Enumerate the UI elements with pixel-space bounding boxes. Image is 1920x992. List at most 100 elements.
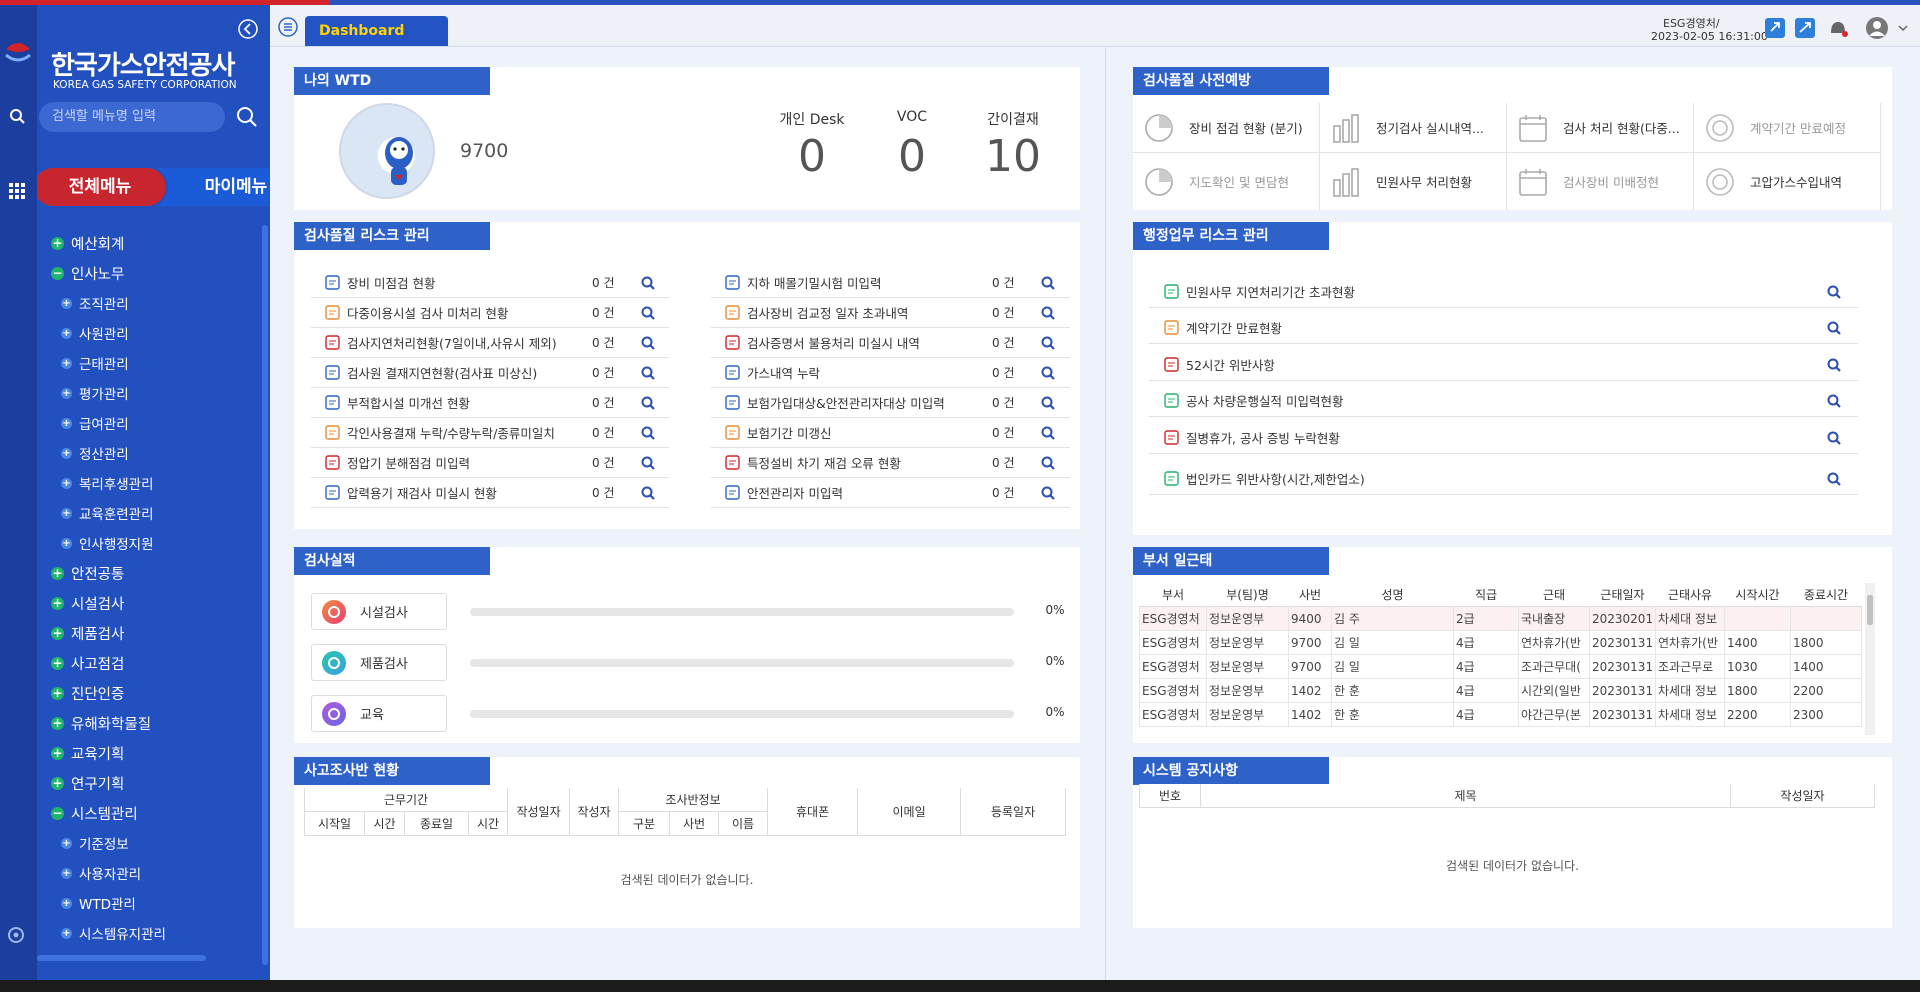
search-button[interactable] — [640, 335, 656, 351]
submenu-icon: + — [61, 447, 72, 459]
header-icons[interactable] — [1765, 15, 1920, 41]
attendance-cell: 한 훈 — [1331, 678, 1454, 703]
menu-item[interactable]: − 시스템관리 — [51, 798, 138, 828]
search-button[interactable] — [640, 485, 656, 501]
menu-item[interactable]: + 진단인증 — [51, 678, 124, 708]
submenu-item[interactable]: + WTD관리 — [61, 888, 136, 918]
attendance-row[interactable]: ESG경영처 정보운영부 9700 김 일 4급 연차휴가(반 20230131 연차휴가(반… — [1139, 630, 1862, 655]
search-button[interactable] — [1826, 357, 1842, 373]
column-divider — [1105, 46, 1106, 980]
search-button[interactable] — [640, 425, 656, 441]
performance-icon — [322, 701, 346, 726]
submenu-item[interactable]: + 정산관리 — [61, 438, 129, 468]
search-button[interactable] — [1040, 335, 1056, 351]
prevention-item[interactable]: 장비 점검 현황 (분기) — [1133, 103, 1320, 153]
stat-value[interactable]: 0 — [898, 131, 926, 182]
icon — [1164, 320, 1179, 335]
prevention-item[interactable]: 정기검사 실시내역... — [1320, 103, 1507, 153]
submenu-item[interactable]: + 복리후생관리 — [61, 468, 154, 498]
prevention-item[interactable]: 지도확인 및 면담현 — [1133, 153, 1320, 210]
attendance-cell: 야간근무(본 — [1518, 702, 1590, 727]
menu-item[interactable]: + 교육기획 — [51, 738, 124, 768]
search-button[interactable] — [640, 455, 656, 471]
submenu-item[interactable]: + 사원관리 — [61, 318, 129, 348]
submenu-item[interactable]: + 교육훈련관리 — [61, 498, 154, 528]
search-button[interactable] — [1826, 284, 1842, 300]
submenu-item[interactable]: + 기준정보 — [61, 828, 129, 858]
menu-item[interactable]: + 예산회계 — [51, 228, 124, 258]
stat-value[interactable]: 0 — [798, 131, 826, 182]
menu-item[interactable]: + 유해화학물질 — [51, 708, 151, 738]
attendance-row[interactable]: ESG경영처 정보운영부 9700 김 일 4급 조과근무대(20230131 조과근무로 1… — [1139, 654, 1862, 679]
search-button[interactable] — [1826, 471, 1842, 487]
menu-label: 교육기획 — [71, 746, 125, 763]
submenu-label: 조직관리 — [79, 297, 129, 313]
performance-card[interactable]: 시설검사 — [311, 593, 447, 630]
collapse-button[interactable] — [237, 18, 259, 40]
search-button[interactable] — [1826, 393, 1842, 409]
search-button[interactable] — [640, 395, 656, 411]
submenu-item[interactable]: + 조직관리 — [61, 288, 129, 318]
search-button[interactable] — [1040, 485, 1056, 501]
icon-strip — [0, 5, 37, 980]
all-menu-tab[interactable]: 전체메뉴 — [37, 168, 166, 206]
menu-item[interactable]: + 시설검사 — [51, 588, 124, 618]
icon — [725, 395, 740, 410]
column-header: 이메일 — [857, 788, 962, 836]
menu-item[interactable]: + 연구기획 — [51, 768, 124, 798]
performance-card[interactable]: 제품검사 — [311, 644, 447, 681]
search-button[interactable] — [1826, 430, 1842, 446]
prevention-label: 지도확인 및 면담현 — [1189, 175, 1289, 190]
attendance-cell: ESG경영처 — [1139, 678, 1207, 703]
search-button[interactable] — [1826, 320, 1842, 336]
attendance-panel: 부서 일근태 부서 부(팀)명 사번 성명 직급 근태 근태일자 근태사유 시작시간 종료시간 ESG… — [1133, 547, 1892, 743]
menu-toggle-icon: + — [51, 625, 64, 640]
search-button[interactable] — [640, 275, 656, 291]
search-button[interactable] — [234, 104, 260, 130]
menu-item[interactable]: + 사고점검 — [51, 648, 124, 678]
attendance-cell: 차세대 정보 — [1655, 702, 1725, 727]
column-header: 작성일자 — [1730, 784, 1875, 808]
attendance-cell: 정보운영부 — [1206, 678, 1289, 703]
prevention-item[interactable]: 계약기간 만료예정 — [1694, 103, 1881, 153]
search-button[interactable] — [1040, 275, 1056, 291]
performance-card[interactable]: 교육 — [311, 695, 447, 732]
submenu-item[interactable]: + 평가관리 — [61, 378, 129, 408]
risk-count: 0 건 — [992, 336, 1015, 350]
stat-value[interactable]: 10 — [985, 131, 1041, 182]
search-button[interactable] — [1040, 425, 1056, 441]
attendance-row[interactable]: ESG경영처 정보운영부 1402 한 훈 4급 시간외(일반 20230131 차세대 정보… — [1139, 678, 1862, 703]
search-button[interactable] — [640, 365, 656, 381]
menu-item[interactable]: − 인사노무 — [51, 258, 124, 288]
attendance-row[interactable]: ESG경영처 정보운영부 9400 김 주 2급 국내출장 20230201 차세대 정보 — [1139, 606, 1862, 631]
menu-toggle[interactable] — [278, 17, 298, 37]
column-header: 종료시간 — [1790, 583, 1862, 607]
icon — [1164, 393, 1179, 408]
submenu-item[interactable]: + 근태관리 — [61, 348, 129, 378]
dashboard-tab[interactable]: Dashboard — [305, 16, 448, 46]
menu-item[interactable]: + 안전공통 — [51, 558, 124, 588]
prevention-item[interactable]: 검사 처리 현황(다중... — [1507, 103, 1694, 153]
submenu-item[interactable]: + 인사행정지원 — [61, 528, 154, 558]
search-button[interactable] — [1040, 365, 1056, 381]
column-header: 작성일자 — [507, 788, 571, 836]
attendance-cell: 2200 — [1724, 702, 1791, 727]
icon — [1145, 113, 1173, 142]
menu-search[interactable]: 검색할 메뉴명 입력 — [39, 102, 225, 132]
header-row: 번호 제목 작성일자 — [1139, 784, 1875, 808]
search-button[interactable] — [640, 305, 656, 321]
attendance-row[interactable]: ESG경영처 정보운영부 1402 한 훈 4급 야간근무(본 20230131 차세대 정보… — [1139, 702, 1862, 727]
submenu-item[interactable]: + 급여관리 — [61, 408, 129, 438]
prevention-item[interactable]: 고압가스수입내역 — [1694, 153, 1881, 210]
search-button[interactable] — [1040, 455, 1056, 471]
prevention-item[interactable]: 검사장비 미배정현 — [1507, 153, 1694, 210]
risk-icon — [324, 454, 341, 471]
admin-risk-icon — [1163, 319, 1180, 336]
prevention-item[interactable]: 민원사무 처리현황 — [1320, 153, 1507, 210]
search-button[interactable] — [1040, 395, 1056, 411]
submenu-item[interactable]: + 사용자관리 — [61, 858, 141, 888]
search-button[interactable] — [1040, 305, 1056, 321]
icon — [641, 426, 655, 440]
menu-item[interactable]: + 제품검사 — [51, 618, 124, 648]
submenu-item[interactable]: + 시스템유지관리 — [61, 918, 166, 948]
